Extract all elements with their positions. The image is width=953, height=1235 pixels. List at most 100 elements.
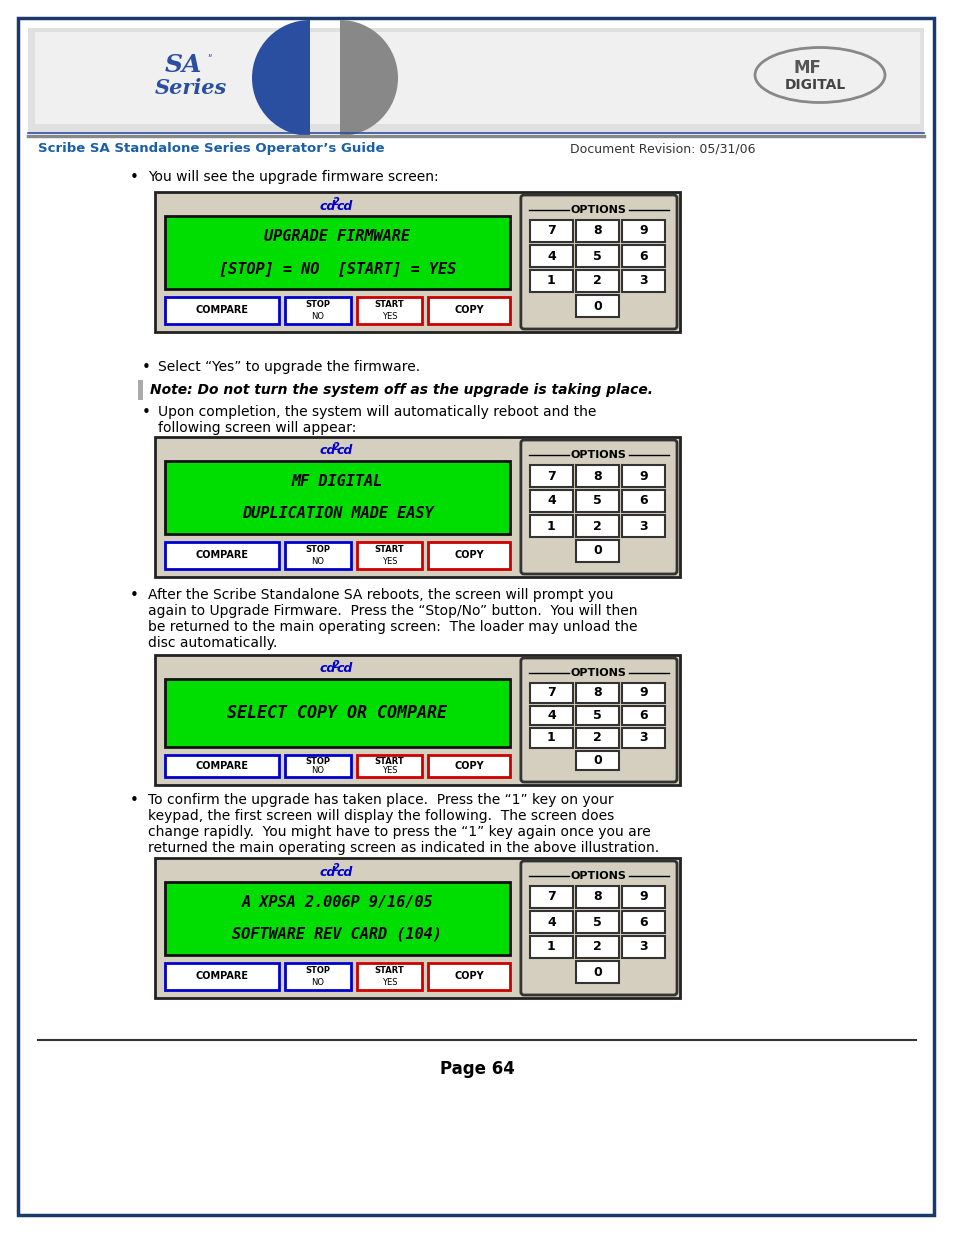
- FancyBboxPatch shape: [520, 195, 677, 329]
- Text: 6: 6: [639, 249, 647, 263]
- Bar: [576, 961, 618, 983]
- FancyBboxPatch shape: [520, 440, 677, 574]
- Bar: [165, 882, 509, 955]
- Bar: [529, 727, 573, 747]
- Bar: [529, 220, 573, 242]
- Text: 0: 0: [593, 753, 601, 767]
- Text: 9: 9: [639, 225, 647, 237]
- Bar: [576, 515, 618, 537]
- Text: 8: 8: [593, 225, 601, 237]
- Text: cd: cd: [319, 200, 335, 212]
- Text: YES: YES: [381, 978, 396, 987]
- Bar: [621, 270, 664, 291]
- Text: SA: SA: [165, 53, 202, 77]
- Bar: [165, 963, 279, 990]
- Text: MF: MF: [792, 59, 821, 77]
- Text: 2: 2: [332, 659, 339, 671]
- Bar: [165, 755, 279, 777]
- Text: keypad, the first screen will display the following.  The screen does: keypad, the first screen will display th…: [148, 809, 614, 823]
- Bar: [576, 540, 618, 562]
- Text: SELECT COPY OR COMPARE: SELECT COPY OR COMPARE: [227, 704, 447, 721]
- Bar: [576, 683, 618, 703]
- Text: 2: 2: [593, 731, 601, 745]
- Bar: [529, 466, 573, 487]
- Bar: [621, 490, 664, 513]
- Text: NO: NO: [312, 978, 324, 987]
- Text: YES: YES: [381, 766, 396, 776]
- Text: 2: 2: [593, 941, 601, 953]
- Bar: [28, 28, 923, 133]
- Text: COPY: COPY: [454, 551, 483, 561]
- Bar: [576, 270, 618, 291]
- Text: cd: cd: [319, 866, 335, 878]
- Text: STOP: STOP: [305, 300, 331, 310]
- Text: 2: 2: [593, 520, 601, 532]
- Text: 9: 9: [639, 687, 647, 699]
- Text: To confirm the upgrade has taken place.  Press the “1” key on your: To confirm the upgrade has taken place. …: [148, 793, 613, 806]
- Text: Select “Yes” to upgrade the firmware.: Select “Yes” to upgrade the firmware.: [158, 359, 419, 374]
- Bar: [621, 515, 664, 537]
- Text: 5: 5: [593, 494, 601, 508]
- Text: cd: cd: [319, 445, 335, 457]
- Bar: [529, 911, 573, 932]
- Text: SOFTWARE REV CARD (104): SOFTWARE REV CARD (104): [233, 927, 442, 942]
- Text: COMPARE: COMPARE: [195, 305, 249, 315]
- Text: You will see the upgrade firmware screen:: You will see the upgrade firmware screen…: [148, 170, 438, 184]
- Text: NO: NO: [312, 557, 324, 566]
- Bar: [285, 542, 351, 569]
- Bar: [529, 490, 573, 513]
- Text: STOP: STOP: [305, 546, 331, 555]
- Bar: [529, 683, 573, 703]
- Text: COMPARE: COMPARE: [195, 972, 249, 982]
- Text: OPTIONS: OPTIONS: [571, 668, 626, 678]
- Bar: [576, 466, 618, 487]
- Text: YES: YES: [381, 312, 396, 321]
- Text: START: START: [375, 757, 404, 766]
- Text: COMPARE: COMPARE: [195, 761, 249, 771]
- Bar: [621, 705, 664, 725]
- Bar: [356, 755, 422, 777]
- Text: 4: 4: [546, 709, 556, 721]
- Text: 1: 1: [546, 274, 556, 288]
- Bar: [529, 705, 573, 725]
- Text: returned the main operating screen as indicated in the above illustration.: returned the main operating screen as in…: [148, 841, 659, 855]
- Bar: [165, 216, 509, 289]
- Text: cd: cd: [336, 866, 353, 878]
- Text: •: •: [130, 793, 139, 808]
- Text: DUPLICATION MADE EASY: DUPLICATION MADE EASY: [241, 506, 433, 521]
- Text: 5: 5: [593, 249, 601, 263]
- Bar: [356, 542, 422, 569]
- Bar: [285, 296, 351, 324]
- Bar: [576, 220, 618, 242]
- Text: START: START: [375, 967, 404, 976]
- Text: 8: 8: [593, 890, 601, 904]
- FancyBboxPatch shape: [520, 861, 677, 995]
- Bar: [576, 936, 618, 958]
- Bar: [529, 885, 573, 908]
- Text: OPTIONS: OPTIONS: [571, 871, 626, 881]
- Bar: [621, 885, 664, 908]
- Bar: [621, 936, 664, 958]
- Text: 4: 4: [546, 494, 556, 508]
- Bar: [576, 705, 618, 725]
- Text: DIGITAL: DIGITAL: [783, 78, 844, 91]
- Text: COPY: COPY: [454, 761, 483, 771]
- Text: 4: 4: [546, 249, 556, 263]
- Text: 5: 5: [593, 915, 601, 929]
- Text: •: •: [142, 359, 151, 375]
- Bar: [621, 245, 664, 267]
- Bar: [529, 936, 573, 958]
- Text: cd: cd: [336, 445, 353, 457]
- Text: 6: 6: [639, 709, 647, 721]
- Text: 4: 4: [546, 915, 556, 929]
- Text: COMPARE: COMPARE: [195, 551, 249, 561]
- Text: Scribe SA Standalone Series Operator’s Guide: Scribe SA Standalone Series Operator’s G…: [38, 142, 384, 156]
- Bar: [576, 751, 618, 769]
- Text: 1: 1: [546, 941, 556, 953]
- Text: 2: 2: [593, 274, 601, 288]
- Bar: [165, 679, 509, 747]
- Text: After the Scribe Standalone SA reboots, the screen will prompt you: After the Scribe Standalone SA reboots, …: [148, 588, 613, 601]
- Text: 3: 3: [639, 520, 647, 532]
- Text: NO: NO: [312, 766, 324, 776]
- Text: •: •: [142, 405, 151, 420]
